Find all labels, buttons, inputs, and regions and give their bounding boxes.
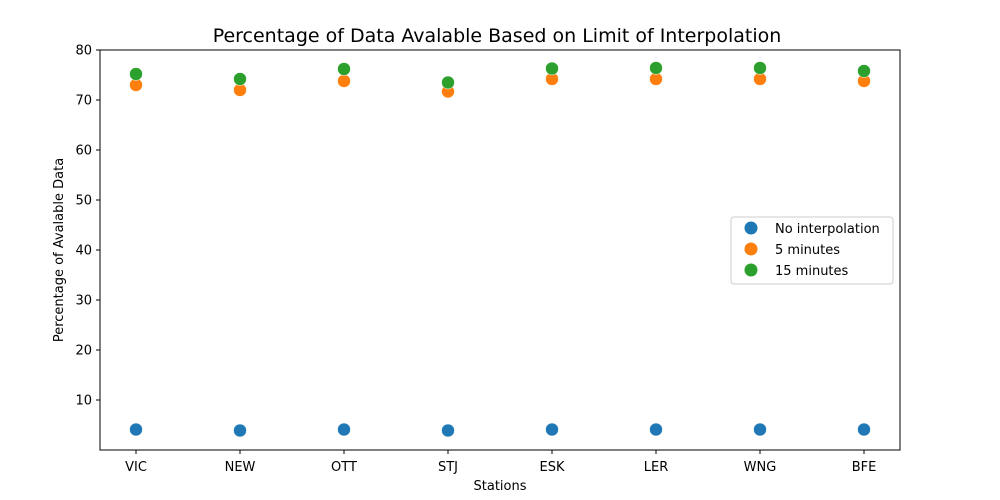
data-point-series-0 <box>233 423 247 438</box>
data-point-series-2 <box>545 61 559 76</box>
y-axis-label: Percentage of Avalable Data <box>52 158 67 342</box>
data-point-series-0 <box>337 422 351 437</box>
data-point-series-2 <box>233 72 247 86</box>
data-point-series-0 <box>545 422 559 437</box>
y-tick-label: 40 <box>75 244 92 259</box>
x-tick-label: STJ <box>438 460 458 475</box>
x-axis-ticks: VIC NEW OTT STJ ESK LER WNG BFE <box>125 450 876 475</box>
data-point-series-1 <box>337 74 351 88</box>
data-point-series-0 <box>857 422 871 437</box>
data-point-series-0 <box>753 422 767 437</box>
legend-label: 5 minutes <box>775 243 840 258</box>
chart-title: Percentage of Data Avalable Based on Lim… <box>213 25 782 47</box>
legend-label: No interpolation <box>775 222 880 237</box>
y-tick-label: 70 <box>75 94 92 109</box>
legend-marker <box>744 263 758 277</box>
legend-marker <box>744 221 758 235</box>
x-tick-label: BFE <box>852 460 877 475</box>
x-tick-label: VIC <box>125 460 147 475</box>
data-point-series-2 <box>649 61 663 75</box>
data-point-series-0 <box>129 422 143 437</box>
x-tick-label: NEW <box>225 460 256 475</box>
data-points <box>129 61 871 438</box>
data-point-series-0 <box>649 422 663 437</box>
y-tick-label: 80 <box>75 44 92 59</box>
x-tick-label: LER <box>644 460 669 475</box>
y-axis-ticks: 10 20 30 40 50 60 70 80 <box>75 44 100 409</box>
legend: No interpolation 5 minutes 15 minutes <box>730 216 894 285</box>
legend-label: 15 minutes <box>775 264 849 279</box>
y-tick-label: 60 <box>75 144 92 159</box>
data-point-series-2 <box>129 67 143 81</box>
x-tick-label: WNG <box>744 460 777 475</box>
data-point-series-2 <box>857 64 871 78</box>
data-point-series-2 <box>753 61 767 75</box>
x-tick-label: ESK <box>540 460 565 475</box>
x-tick-label: OTT <box>331 460 357 475</box>
legend-box <box>730 216 894 285</box>
legend-marker <box>744 242 758 256</box>
data-point-series-2 <box>441 75 455 90</box>
x-axis-label: Stations <box>474 479 527 494</box>
data-point-series-0 <box>441 423 455 438</box>
y-tick-label: 30 <box>75 294 92 309</box>
y-tick-label: 50 <box>75 194 92 209</box>
y-tick-label: 10 <box>75 394 92 409</box>
y-tick-label: 20 <box>75 344 92 359</box>
data-point-series-2 <box>337 62 351 76</box>
